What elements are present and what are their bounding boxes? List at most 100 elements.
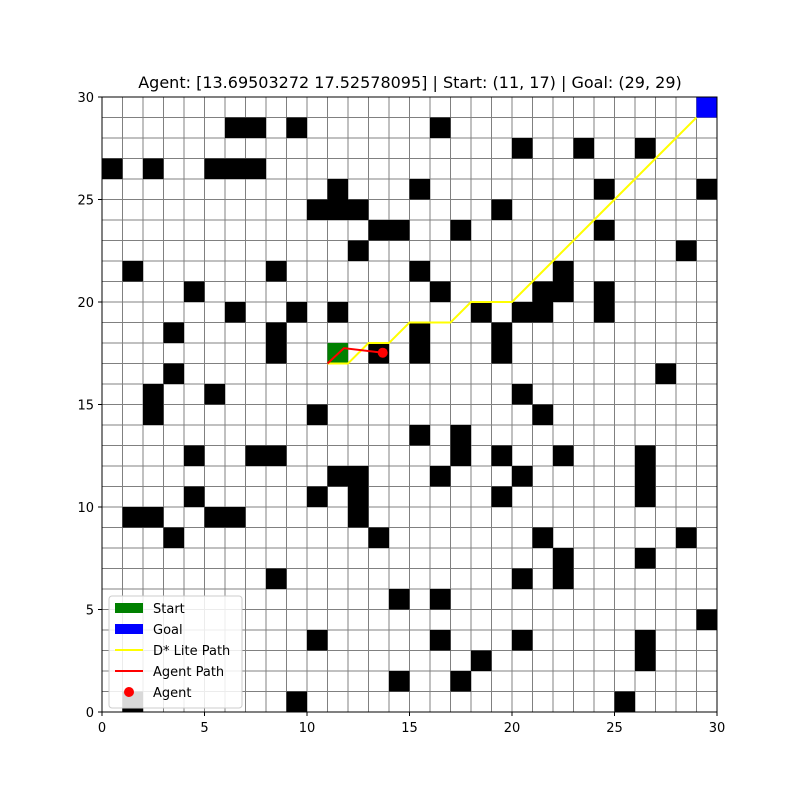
obstacle-cell (286, 302, 307, 323)
obstacle-cell (204, 507, 225, 528)
legend-swatch-agent (124, 687, 134, 697)
obstacle-cell (655, 363, 676, 384)
obstacle-cell (676, 240, 697, 261)
obstacle-cell (696, 179, 717, 200)
obstacle-cell (348, 240, 369, 261)
obstacle-cell (409, 322, 430, 343)
obstacle-cell (409, 425, 430, 446)
obstacle-cell (163, 527, 184, 548)
x-tick-label: 10 (299, 721, 316, 736)
obstacle-cell (225, 507, 246, 528)
obstacles-layer (102, 117, 717, 712)
obstacle-cell (286, 691, 307, 712)
obstacle-cell (430, 630, 451, 651)
goal-cell (696, 97, 717, 118)
obstacle-cell (348, 507, 369, 528)
obstacle-cell (368, 220, 389, 241)
obstacle-cell (696, 609, 717, 630)
obstacle-cell (266, 445, 287, 466)
obstacle-cell (245, 445, 266, 466)
obstacle-cell (163, 363, 184, 384)
obstacle-cell (635, 548, 656, 569)
x-tick-label: 20 (504, 721, 521, 736)
paths-layer (326, 116, 698, 365)
y-tick-label: 0 (86, 706, 94, 721)
obstacle-cell (573, 138, 594, 159)
obstacle-cell (409, 179, 430, 200)
obstacle-cell (450, 425, 471, 446)
legend-label-start: Start (153, 602, 185, 617)
obstacle-cell (122, 507, 143, 528)
plot-title: Agent: [13.69503272 17.52578095] | Start… (138, 73, 682, 92)
obstacle-cell (389, 671, 410, 692)
obstacle-cell (348, 486, 369, 507)
obstacle-cell (553, 568, 574, 589)
obstacle-cell (389, 220, 410, 241)
obstacle-cell (327, 199, 348, 220)
obstacle-cell (245, 158, 266, 179)
obstacle-cell (553, 445, 574, 466)
obstacle-cell (594, 220, 615, 241)
obstacle-cell (225, 302, 246, 323)
x-tick-label: 30 (709, 721, 726, 736)
obstacle-cell (430, 466, 451, 487)
obstacle-cell (389, 589, 410, 610)
y-tick-label: 10 (77, 501, 94, 516)
legend: Start Goal D* Lite Path Agent Path Agent (108, 595, 243, 709)
x-tick-label: 5 (200, 721, 208, 736)
obstacle-cell (512, 384, 533, 405)
obstacle-cell (204, 384, 225, 405)
obstacle-cell (143, 404, 164, 425)
obstacle-cell (409, 261, 430, 282)
obstacle-cell (614, 691, 635, 712)
obstacle-cell (327, 466, 348, 487)
obstacle-cell (491, 199, 512, 220)
obstacle-cell (553, 261, 574, 282)
obstacle-cell (327, 302, 348, 323)
obstacle-cell (348, 466, 369, 487)
obstacle-cell (471, 302, 492, 323)
obstacle-cell (430, 589, 451, 610)
obstacle-cell (184, 445, 205, 466)
y-tick-label: 5 (86, 604, 94, 619)
obstacle-cell (225, 117, 246, 138)
obstacle-cell (676, 527, 697, 548)
obstacle-cell (225, 158, 246, 179)
legend-label-goal: Goal (153, 623, 183, 638)
x-tick-label: 0 (98, 721, 106, 736)
dstar-lite-path (327, 116, 698, 365)
y-tick-label: 30 (77, 91, 94, 106)
legend-swatch-start (115, 603, 143, 613)
obstacle-cell (532, 302, 553, 323)
obstacle-cell (430, 281, 451, 302)
obstacle-cell (553, 281, 574, 302)
obstacle-cell (409, 343, 430, 364)
agent-path (326, 347, 383, 365)
obstacle-cell (635, 486, 656, 507)
obstacle-cell (430, 117, 451, 138)
obstacle-cell (245, 117, 266, 138)
obstacle-cell (286, 117, 307, 138)
obstacle-cell (491, 343, 512, 364)
obstacle-cell (491, 445, 512, 466)
obstacle-cell (143, 507, 164, 528)
x-tick-label: 25 (606, 721, 623, 736)
obstacle-cell (491, 322, 512, 343)
legend-swatch-goal (115, 624, 143, 634)
obstacle-cell (184, 486, 205, 507)
obstacle-cell (327, 179, 348, 200)
obstacle-cell (266, 261, 287, 282)
obstacle-cell (512, 466, 533, 487)
obstacle-cell (368, 527, 389, 548)
obstacle-cell (307, 630, 328, 651)
obstacle-cell (163, 322, 184, 343)
obstacle-cell (635, 138, 656, 159)
obstacle-cell (491, 486, 512, 507)
obstacle-cell (450, 445, 471, 466)
obstacle-cell (532, 527, 553, 548)
y-tick-label: 20 (77, 296, 94, 311)
obstacle-cell (307, 486, 328, 507)
legend-label-agent: Agent (153, 686, 191, 701)
agent-marker (377, 347, 388, 358)
